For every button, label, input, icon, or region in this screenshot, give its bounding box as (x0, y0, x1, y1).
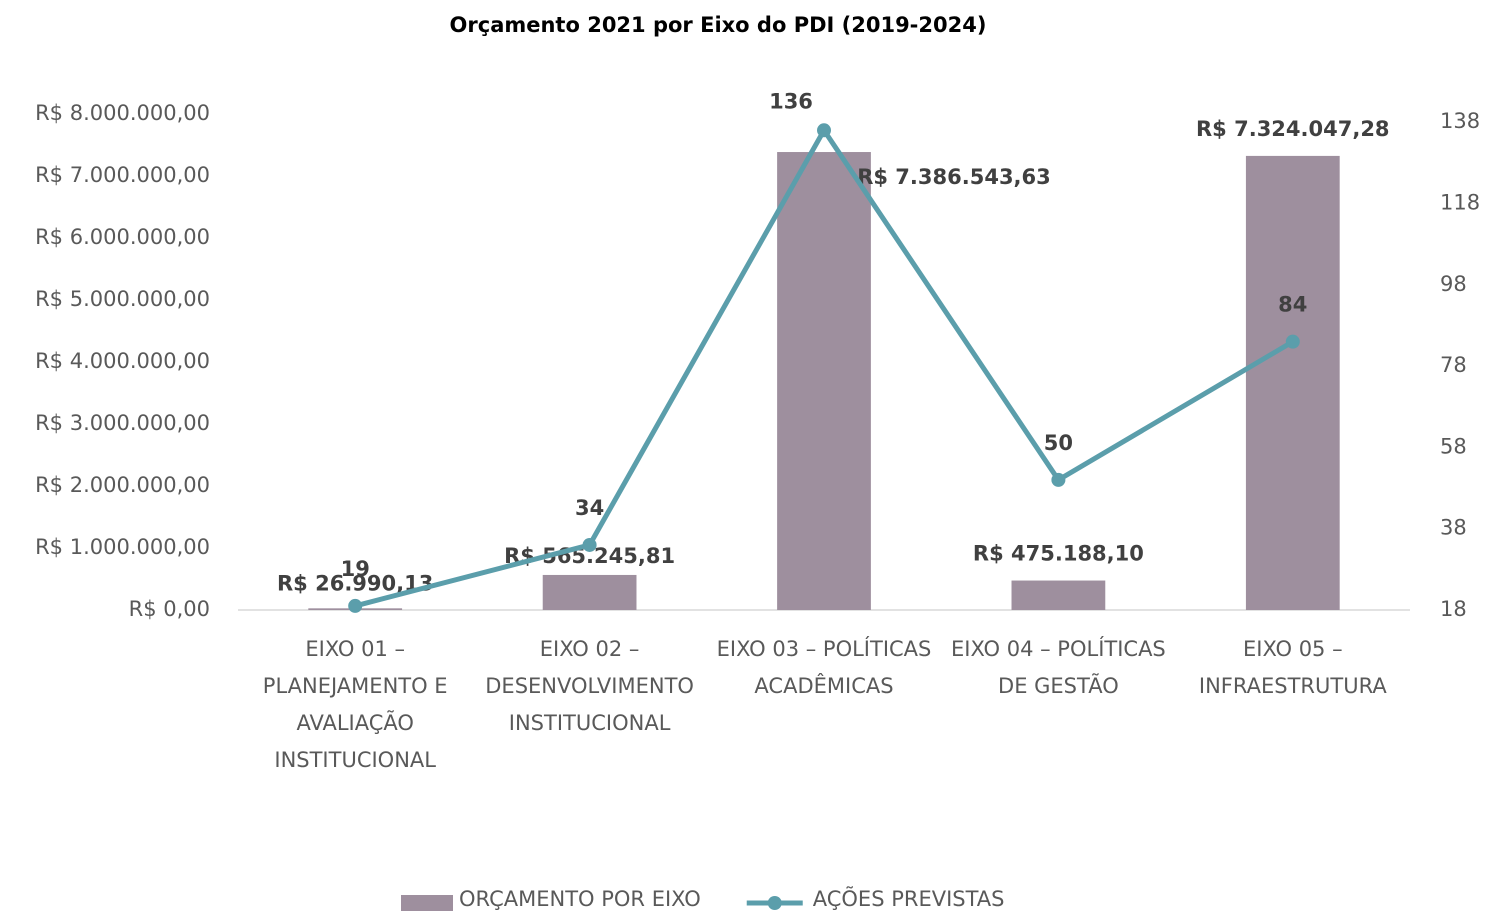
legend-swatch (401, 895, 453, 911)
line-value-label: 50 (1044, 431, 1073, 455)
line-value-label: 136 (769, 89, 813, 113)
legend-label: AÇÕES PREVISTAS (813, 885, 1005, 911)
y-tick-label: R$ 5.000.000,00 (35, 287, 210, 311)
line-marker (1285, 334, 1300, 349)
x-tick-label: EIXO 02 – DESENVOLVIMENTO INSTITUCIONAL (485, 637, 694, 735)
y2-tick-label: 118 (1440, 190, 1480, 214)
bar (1011, 580, 1106, 610)
bar-value-label: R$ 475.188,10 (973, 542, 1144, 566)
y2-tick-label: 38 (1440, 516, 1467, 540)
x-tick-label: EIXO 05 – INFRAESTRUTURA (1198, 637, 1387, 698)
y-tick-label: R$ 7.000.000,00 (35, 163, 210, 187)
chart-title: Orçamento 2021 por Eixo do PDI (2019-202… (450, 13, 987, 37)
y2-tick-label: 58 (1440, 434, 1467, 458)
legend-marker (767, 896, 782, 910)
y-tick-label: R$ 2.000.000,00 (35, 473, 210, 497)
y2-tick-label: 78 (1440, 353, 1467, 377)
y-tick-label: R$ 1.000.000,00 (35, 535, 210, 559)
bar-value-label: R$ 7.386.543,63 (857, 165, 1051, 189)
y2-tick-label: 98 (1440, 272, 1467, 296)
bar (542, 574, 637, 610)
line-marker (1051, 472, 1066, 487)
y2-tick-label: 138 (1440, 109, 1480, 133)
line-value-label: 84 (1278, 293, 1307, 317)
line-marker (817, 123, 831, 138)
y2-tick-label: 18 (1440, 597, 1467, 621)
y-tick-label: R$ 0,00 (129, 597, 210, 621)
legend-label: ORÇAMENTO POR EIXO (459, 887, 701, 911)
x-tick-label: EIXO 04 – POLÍTICAS DE GESTÃO (951, 637, 1166, 698)
y-tick-label: R$ 3.000.000,00 (35, 411, 210, 435)
bar (1245, 155, 1340, 611)
x-tick-label: EIXO 03 – POLÍTICAS ACADÊMICAS (716, 637, 932, 698)
y-tick-label: R$ 4.000.000,00 (35, 349, 210, 373)
line-value-label: 34 (575, 496, 604, 520)
y-tick-label: R$ 6.000.000,00 (35, 225, 210, 249)
y-tick-label: R$ 8.000.000,00 (35, 101, 210, 125)
bar-value-label: R$ 7.324.047,28 (1196, 117, 1390, 141)
bar (777, 152, 871, 610)
x-tick-label: EIXO 01 – PLANEJAMENTO E AVALIAÇÃO INSTI… (262, 637, 448, 772)
line-marker (582, 537, 597, 552)
line-marker (348, 598, 363, 613)
line-value-label: 19 (341, 557, 370, 581)
